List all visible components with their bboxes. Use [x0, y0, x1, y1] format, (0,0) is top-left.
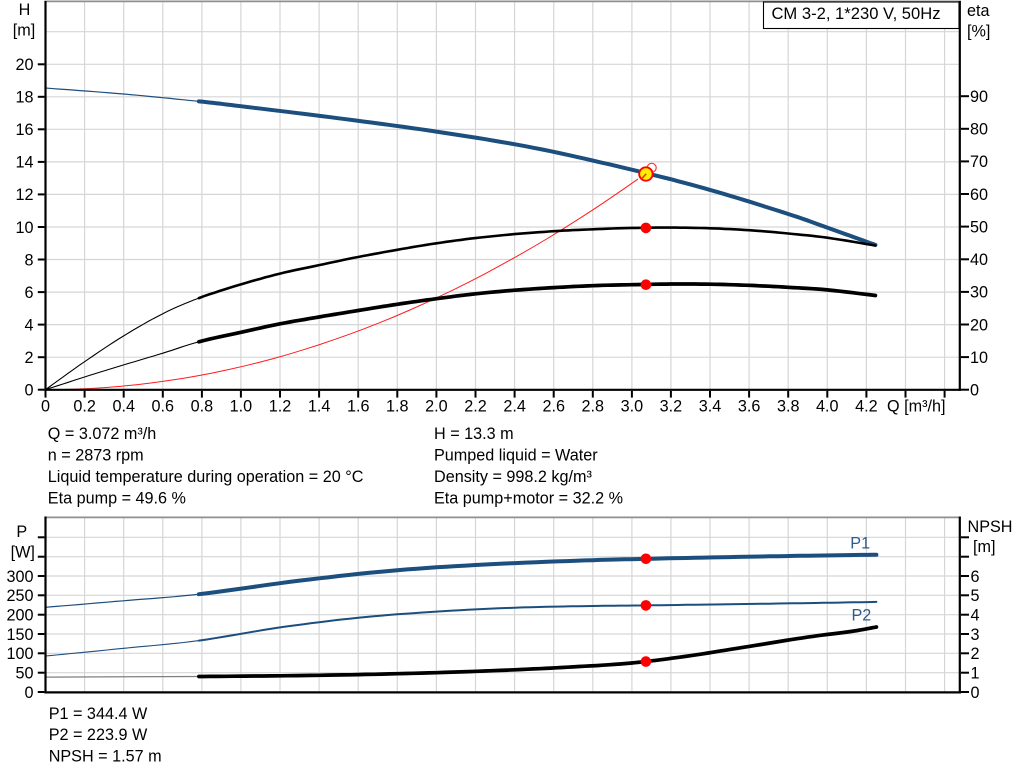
svg-text:NPSH = 1.57 m: NPSH = 1.57 m [49, 747, 162, 765]
svg-text:250: 250 [6, 587, 33, 605]
svg-text:[%]: [%] [967, 23, 990, 41]
svg-text:H = 13.3 m: H = 13.3 m [434, 425, 514, 443]
svg-text:n = 2873 rpm: n = 2873 rpm [48, 447, 144, 465]
svg-text:2.2: 2.2 [464, 397, 487, 415]
svg-text:1: 1 [971, 665, 980, 683]
svg-text:1.4: 1.4 [308, 397, 331, 415]
svg-text:4: 4 [971, 607, 980, 625]
svg-text:Q = 3.072 m³/h: Q = 3.072 m³/h [48, 425, 156, 443]
svg-text:60: 60 [970, 186, 988, 204]
svg-text:70: 70 [970, 153, 988, 171]
svg-text:0: 0 [970, 382, 979, 400]
svg-text:1.8: 1.8 [386, 397, 409, 415]
svg-text:3.4: 3.4 [699, 397, 722, 415]
svg-text:16: 16 [15, 121, 33, 139]
svg-text:14: 14 [15, 154, 33, 172]
svg-text:300: 300 [6, 568, 33, 586]
svg-text:P2 = 223.9 W: P2 = 223.9 W [49, 726, 148, 744]
svg-text:150: 150 [6, 626, 33, 644]
svg-text:P2: P2 [852, 606, 872, 624]
svg-text:2: 2 [24, 349, 33, 367]
svg-text:1.6: 1.6 [347, 397, 370, 415]
svg-text:NPSH: NPSH [968, 518, 1013, 536]
svg-text:4.0: 4.0 [816, 397, 839, 415]
svg-text:2: 2 [971, 645, 980, 663]
svg-text:200: 200 [6, 607, 33, 625]
svg-text:0: 0 [24, 684, 33, 702]
svg-text:1.0: 1.0 [230, 397, 253, 415]
svg-text:6: 6 [24, 284, 33, 302]
svg-text:0: 0 [971, 684, 980, 702]
svg-text:eta: eta [967, 2, 990, 20]
svg-text:2.4: 2.4 [503, 397, 526, 415]
svg-text:4: 4 [24, 316, 33, 334]
svg-text:5: 5 [971, 587, 980, 605]
svg-text:6: 6 [971, 568, 980, 586]
svg-text:2.8: 2.8 [582, 397, 605, 415]
svg-text:2.0: 2.0 [425, 397, 448, 415]
svg-text:80: 80 [970, 121, 988, 139]
svg-text:[m]: [m] [973, 538, 995, 556]
svg-text:8: 8 [24, 251, 33, 269]
svg-text:3: 3 [971, 626, 980, 644]
svg-text:40: 40 [970, 251, 988, 269]
svg-text:Liquid temperature during oper: Liquid temperature during operation = 20… [48, 468, 364, 486]
svg-text:0: 0 [41, 397, 50, 415]
svg-text:0.8: 0.8 [191, 397, 214, 415]
svg-text:20: 20 [970, 316, 988, 334]
svg-text:3.0: 3.0 [621, 397, 644, 415]
svg-text:18: 18 [15, 89, 33, 107]
svg-text:P: P [16, 523, 27, 541]
svg-text:Density = 998.2 kg/m³: Density = 998.2 kg/m³ [434, 468, 593, 486]
svg-text:0.6: 0.6 [152, 397, 175, 415]
svg-text:2.6: 2.6 [542, 397, 565, 415]
svg-text:Pumped liquid = Water: Pumped liquid = Water [434, 447, 598, 465]
svg-text:3.8: 3.8 [777, 397, 800, 415]
svg-text:0.2: 0.2 [73, 397, 96, 415]
svg-text:H: H [19, 1, 31, 19]
svg-text:Eta pump+motor = 32.2 %: Eta pump+motor = 32.2 % [434, 490, 623, 508]
svg-text:30: 30 [970, 284, 988, 302]
svg-text:Eta pump = 49.6 %: Eta pump = 49.6 % [48, 490, 186, 508]
svg-text:CM 3-2, 1*230 V, 50Hz: CM 3-2, 1*230 V, 50Hz [771, 4, 940, 23]
svg-text:[W]: [W] [11, 544, 35, 562]
svg-text:1.2: 1.2 [269, 397, 292, 415]
svg-text:P1: P1 [850, 534, 870, 552]
svg-text:0.4: 0.4 [112, 397, 135, 415]
svg-text:0: 0 [24, 382, 33, 400]
svg-text:12: 12 [15, 186, 33, 204]
svg-text:50: 50 [970, 218, 988, 236]
svg-text:90: 90 [970, 88, 988, 106]
svg-text:Q [m³/h]: Q [m³/h] [887, 397, 945, 415]
svg-text:P1 = 344.4 W: P1 = 344.4 W [49, 705, 148, 723]
svg-text:50: 50 [15, 665, 33, 683]
svg-text:10: 10 [970, 349, 988, 367]
svg-text:[m]: [m] [13, 21, 35, 39]
svg-text:3.2: 3.2 [660, 397, 683, 415]
svg-text:10: 10 [15, 219, 33, 237]
svg-text:3.6: 3.6 [738, 397, 761, 415]
svg-text:100: 100 [6, 645, 33, 663]
svg-text:4.2: 4.2 [855, 397, 878, 415]
svg-text:20: 20 [15, 56, 33, 74]
